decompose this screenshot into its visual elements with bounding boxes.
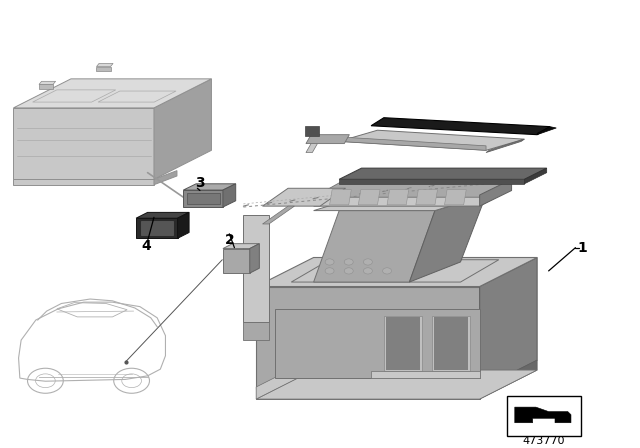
Polygon shape xyxy=(314,195,486,211)
Polygon shape xyxy=(256,358,314,399)
Polygon shape xyxy=(141,221,173,235)
Polygon shape xyxy=(39,84,53,89)
Polygon shape xyxy=(13,79,211,108)
Text: 4: 4 xyxy=(141,239,151,253)
Polygon shape xyxy=(33,90,116,102)
Polygon shape xyxy=(524,168,547,184)
Polygon shape xyxy=(250,244,259,273)
Text: 3: 3 xyxy=(195,176,205,190)
Polygon shape xyxy=(223,249,250,273)
Polygon shape xyxy=(186,193,220,204)
Polygon shape xyxy=(314,179,511,197)
Polygon shape xyxy=(256,258,537,287)
Polygon shape xyxy=(384,315,422,371)
Polygon shape xyxy=(13,108,154,179)
Polygon shape xyxy=(515,407,571,423)
Polygon shape xyxy=(339,130,524,151)
Text: 1: 1 xyxy=(577,241,587,254)
Bar xyxy=(507,396,580,436)
Polygon shape xyxy=(243,215,269,322)
Polygon shape xyxy=(256,389,479,399)
Polygon shape xyxy=(479,360,537,399)
Polygon shape xyxy=(339,168,547,179)
Text: 2: 2 xyxy=(225,233,234,247)
Polygon shape xyxy=(445,190,467,205)
Polygon shape xyxy=(183,190,223,207)
Circle shape xyxy=(344,259,353,265)
Polygon shape xyxy=(434,317,468,370)
Polygon shape xyxy=(314,188,511,206)
Circle shape xyxy=(364,259,372,265)
Polygon shape xyxy=(305,126,319,136)
Polygon shape xyxy=(136,212,189,218)
Polygon shape xyxy=(154,79,211,179)
Polygon shape xyxy=(306,144,317,152)
Polygon shape xyxy=(136,218,177,238)
Text: 473770: 473770 xyxy=(523,435,565,446)
Polygon shape xyxy=(154,171,177,185)
Circle shape xyxy=(364,268,372,274)
Polygon shape xyxy=(223,244,259,249)
Polygon shape xyxy=(291,260,499,282)
Polygon shape xyxy=(314,211,435,282)
Circle shape xyxy=(383,268,392,274)
Polygon shape xyxy=(339,137,486,151)
Polygon shape xyxy=(537,127,556,135)
Polygon shape xyxy=(262,188,346,206)
Polygon shape xyxy=(183,184,236,190)
Circle shape xyxy=(325,259,334,265)
Polygon shape xyxy=(39,81,56,84)
Polygon shape xyxy=(371,118,550,135)
Polygon shape xyxy=(177,212,189,238)
Polygon shape xyxy=(97,64,113,67)
Polygon shape xyxy=(243,322,269,340)
Polygon shape xyxy=(330,190,351,205)
Polygon shape xyxy=(416,190,438,205)
Polygon shape xyxy=(432,315,470,371)
Polygon shape xyxy=(256,287,479,389)
Polygon shape xyxy=(486,139,524,152)
Polygon shape xyxy=(223,184,236,207)
Polygon shape xyxy=(275,309,479,378)
Polygon shape xyxy=(262,206,294,224)
Polygon shape xyxy=(98,91,176,102)
Polygon shape xyxy=(387,190,409,205)
Polygon shape xyxy=(371,371,479,378)
Polygon shape xyxy=(13,179,154,185)
Circle shape xyxy=(344,268,353,274)
Polygon shape xyxy=(386,317,420,370)
Polygon shape xyxy=(339,179,524,184)
Polygon shape xyxy=(410,195,486,282)
Polygon shape xyxy=(97,67,111,71)
Polygon shape xyxy=(479,258,537,389)
Polygon shape xyxy=(306,135,349,144)
Polygon shape xyxy=(256,370,537,399)
Polygon shape xyxy=(479,179,511,206)
Polygon shape xyxy=(358,190,380,205)
Circle shape xyxy=(325,268,334,274)
